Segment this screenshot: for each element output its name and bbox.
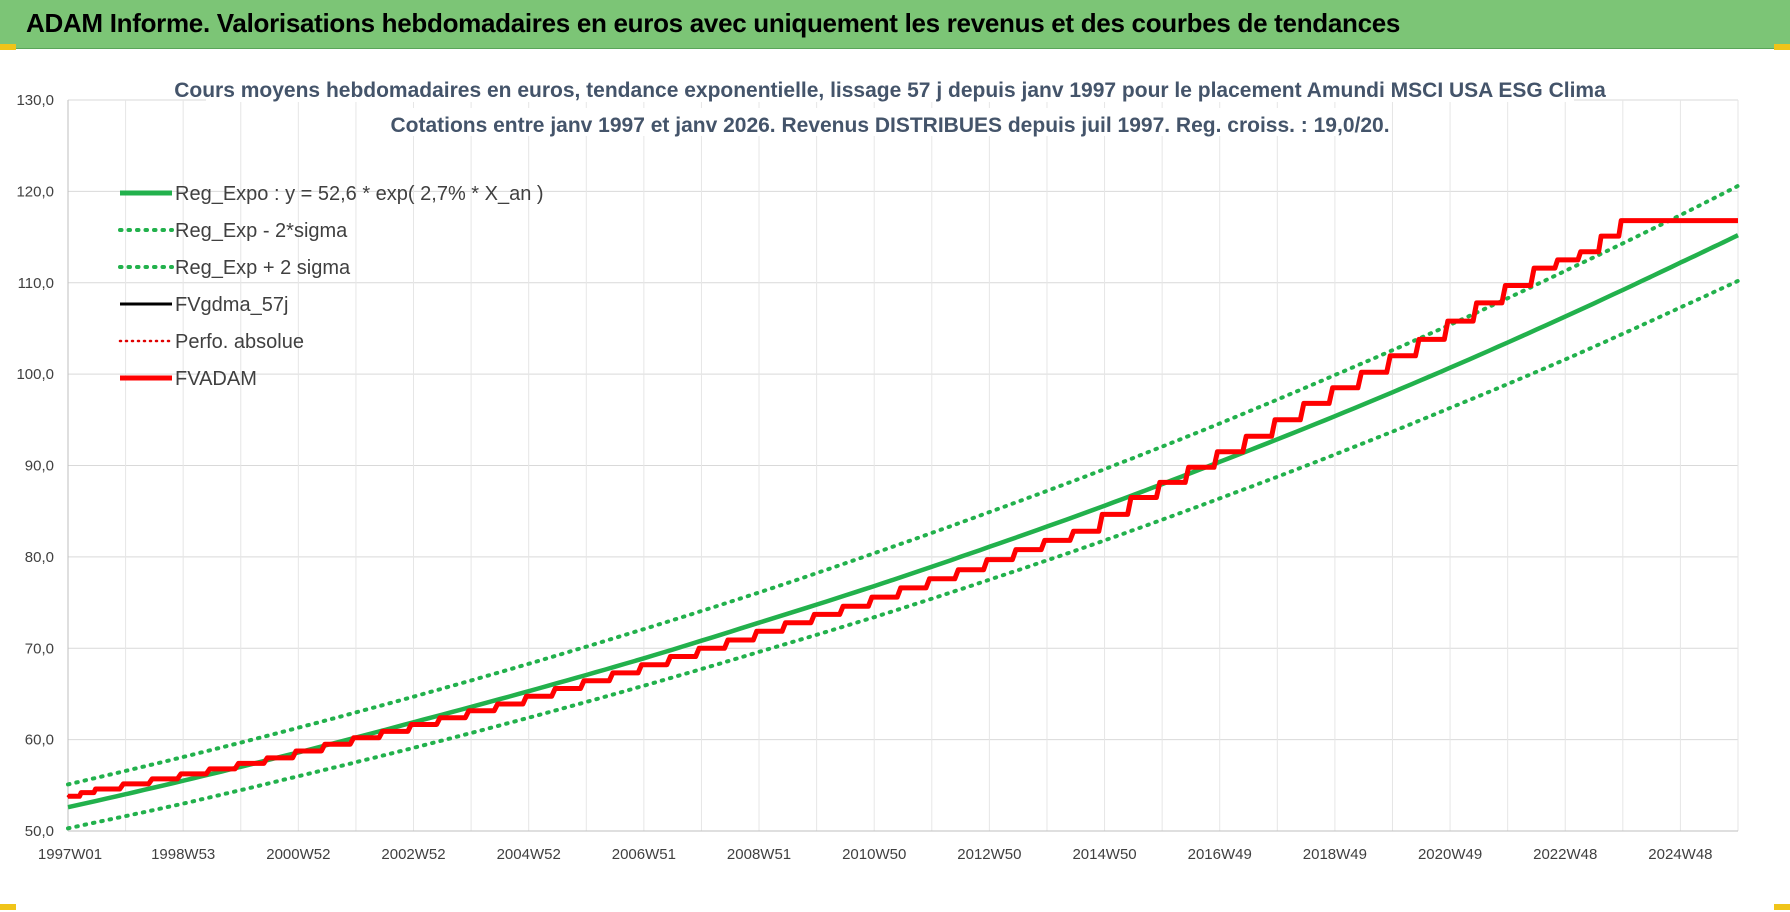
x-tick-label: 2014W50 [1072,846,1136,863]
series-line-1 [67,233,1739,810]
chart-title: Cours moyens hebdomadaires en euros, ten… [174,79,1606,102]
y-tick-label: 90,0 [25,458,54,475]
legend-label-2: Reg_Exp - 2*sigma [175,220,348,242]
corner-mark-bottom-left [0,904,16,910]
series-line-5 [66,219,1740,798]
x-tick-label: 2018W49 [1303,846,1367,863]
chart-subtitle: Cotations entre janv 1997 et janv 2026. … [390,114,1389,137]
y-tick-label: 70,0 [25,640,54,657]
x-tick-label: 2012W50 [957,846,1021,863]
corner-mark-top-left [0,44,16,50]
series-line-2 [66,278,1740,831]
x-tick-label: 2006W51 [612,846,676,863]
corner-mark-bottom-right [1774,904,1790,910]
y-tick-label: 60,0 [25,732,54,749]
x-tick-label: 2022W48 [1533,846,1597,863]
series-line-3 [66,183,1740,787]
header-banner: ADAM Informe. Valorisations hebdomadaire… [0,0,1790,49]
x-tick-label: 2010W50 [842,846,906,863]
x-tick-label: 1998W53 [151,846,215,863]
legend-label-1: Reg_Expo : y = 52,6 * exp( 2,7% * X_an ) [175,183,544,205]
x-tick-label: 2016W49 [1188,846,1252,863]
corner-mark-top-right [1774,44,1790,50]
legend-label-6: FVADAM [175,368,257,390]
chart-grid [67,99,1739,832]
legend-label-3: Reg_Exp + 2 sigma [175,257,351,279]
y-tick-label: 110,0 [18,275,54,292]
series-line-4 [68,219,1738,798]
chart-legend: Reg_Expo : y = 52,6 * exp( 2,7% * X_an )… [118,183,544,390]
y-tick-label: 120,0 [16,183,54,200]
chart-subtitle-backdrop [410,108,1370,136]
x-tick-label: 2002W52 [381,846,445,863]
y-tick-label: 100,0 [16,366,54,383]
legend-label-5: Perfo. absolue [175,331,304,353]
x-tick-label: 1997W01 [38,846,102,863]
x-tick-label: 2004W52 [497,846,561,863]
y-tick-label: 130,0 [16,92,54,109]
x-tick-label: 2024W48 [1648,846,1712,863]
x-tick-label: 2020W49 [1418,846,1482,863]
y-axis: 50,0 60,0 70,0 80,0 90,0 100,0 110,0 120,0 130,0 [16,92,54,840]
x-tick-label: 2008W51 [727,846,791,863]
x-tick-label: 2000W52 [266,846,330,863]
x-axis: 1997W01 1998W53 2000W52 2002W52 2004W52 2006W… [38,846,1713,863]
series-line-6 [68,218,1738,799]
legend-label-4: FVgdma_57j [175,294,288,316]
y-tick-label: 80,0 [25,549,54,566]
chart-title-backdrop [206,74,1574,102]
page-title: ADAM Informe. Valorisations hebdomadaire… [26,8,1401,38]
chart-series-layer [66,183,1740,831]
y-tick-label: 50,0 [25,823,54,840]
